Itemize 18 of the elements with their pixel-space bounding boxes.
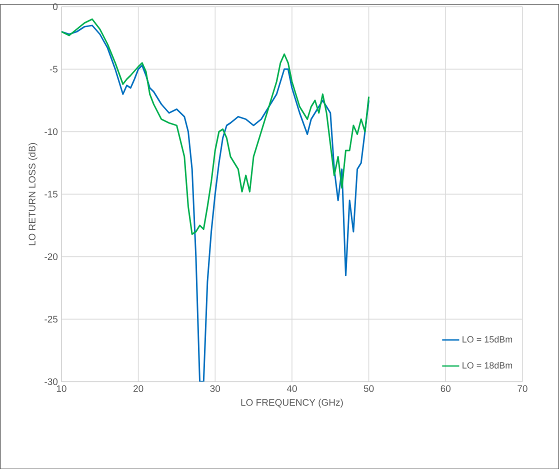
x-tick-label: 40	[286, 385, 297, 392]
x-tick-label: 10	[56, 385, 66, 392]
x-tick-label: 30	[210, 385, 220, 392]
y-tick-label: -20	[44, 253, 58, 260]
x-tick-label: 50	[364, 385, 374, 392]
y-tick-label: 0	[53, 3, 58, 10]
legend-label: LO = 15dBm	[462, 336, 512, 342]
y-tick-label: -15	[44, 190, 58, 198]
y-tick-label: -10	[44, 128, 58, 135]
x-tick-label: 20	[133, 385, 144, 392]
x-tick-label: 70	[518, 385, 528, 392]
y-tick-label: -5	[50, 66, 58, 72]
y-tick-label: -25	[44, 316, 58, 322]
legend-label: LO = 18dBm	[462, 362, 512, 368]
x-tick-label: 60	[440, 385, 451, 392]
x-axis-title: LO FREQUENCY (GHz)	[241, 398, 343, 408]
y-axis-title: LO RETURN LOSS (dB)	[28, 142, 38, 246]
y-tick-label: -30	[44, 378, 58, 385]
